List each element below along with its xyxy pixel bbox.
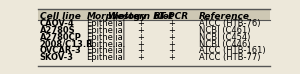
Text: NCBI (C461): NCBI (C461) <box>199 26 250 35</box>
Text: Epithelial: Epithelial <box>86 46 125 55</box>
Bar <box>38 9 270 20</box>
Text: Reference: Reference <box>199 12 250 21</box>
Text: Morphology: Morphology <box>86 12 147 21</box>
Text: +: + <box>168 46 175 55</box>
Text: +: + <box>137 26 144 35</box>
Text: +: + <box>168 19 175 28</box>
Text: A2780S: A2780S <box>40 26 76 35</box>
Text: NCBI (C446): NCBI (C446) <box>199 40 250 49</box>
Text: +: + <box>137 19 144 28</box>
Text: Epithelial: Epithelial <box>86 40 125 49</box>
Text: A2780CP: A2780CP <box>40 33 82 42</box>
Text: +: + <box>137 53 144 62</box>
Text: OVCAR-3: OVCAR-3 <box>40 46 82 55</box>
Text: ATCC (HTB-77): ATCC (HTB-77) <box>199 53 261 62</box>
Text: ATCC (HTB-76): ATCC (HTB-76) <box>199 19 261 28</box>
Text: Epithelial: Epithelial <box>86 26 125 35</box>
Text: +: + <box>137 46 144 55</box>
Text: CAOV-4: CAOV-4 <box>40 19 75 28</box>
Text: NCBI (C454): NCBI (C454) <box>199 33 250 42</box>
Text: Epithelial: Epithelial <box>86 19 125 28</box>
Text: RT-PCR: RT-PCR <box>154 12 189 21</box>
Text: +: + <box>168 53 175 62</box>
Text: 2008/C13.R: 2008/C13.R <box>40 40 94 49</box>
Text: +: + <box>168 40 175 49</box>
Text: Epithelial: Epithelial <box>86 33 125 42</box>
Text: +: + <box>137 40 144 49</box>
Text: +: + <box>137 33 144 42</box>
Text: +: + <box>168 26 175 35</box>
Text: +: + <box>168 33 175 42</box>
Text: ATCC (HTB-161): ATCC (HTB-161) <box>199 46 266 55</box>
Text: Western blot: Western blot <box>108 12 173 21</box>
Text: Epithelial: Epithelial <box>86 53 125 62</box>
Text: SKOV-3: SKOV-3 <box>40 53 74 62</box>
Text: Cell line: Cell line <box>40 12 81 21</box>
